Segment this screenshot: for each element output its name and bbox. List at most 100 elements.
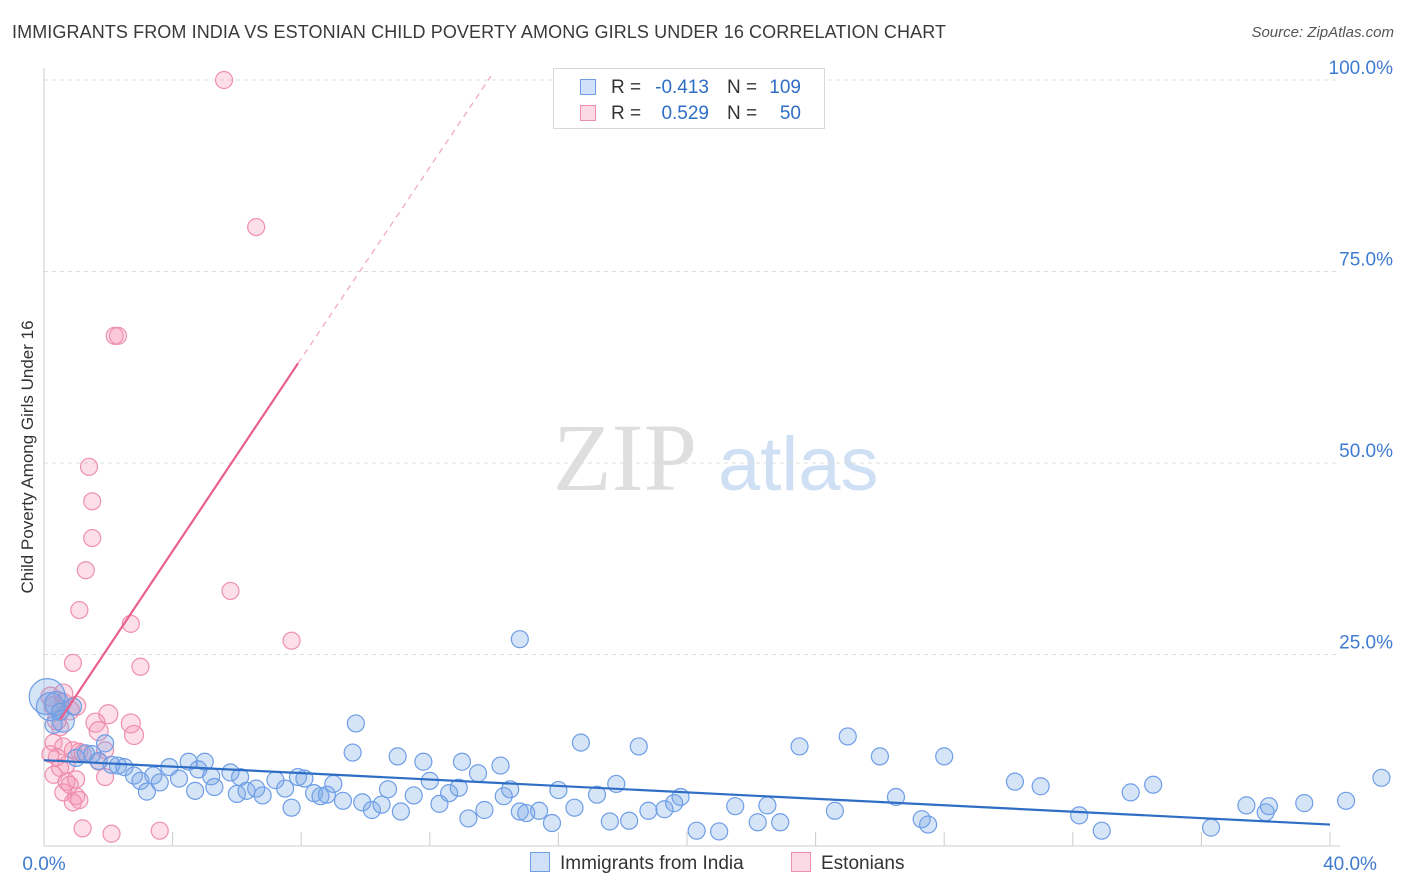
- legend-row-estonians: R = 0.529 N = 50: [554, 100, 824, 126]
- legend-row-india: R = -0.413 N = 109: [554, 74, 824, 100]
- india-point: [620, 811, 639, 830]
- india-point: [414, 752, 433, 771]
- x-ticks: [43, 832, 1331, 846]
- india-point: [108, 756, 128, 775]
- estonian-point: [83, 492, 102, 511]
- india-point: [95, 734, 115, 753]
- estonian-point: [63, 653, 83, 673]
- india-point: [346, 714, 365, 733]
- india-point: [169, 769, 189, 788]
- estonian-point: [247, 217, 266, 237]
- india-point: [1092, 821, 1111, 840]
- india-point: [179, 752, 198, 771]
- india-point: [510, 802, 529, 821]
- india-swatch: [530, 852, 550, 872]
- india-point: [459, 809, 478, 828]
- india-point: [468, 764, 488, 783]
- india-point: [221, 763, 240, 782]
- estonian-point: [88, 720, 109, 742]
- india-point: [67, 748, 86, 768]
- india-point: [530, 801, 549, 820]
- india-point: [186, 781, 205, 800]
- india-point: [491, 756, 510, 775]
- estonian-point: [70, 600, 89, 620]
- chart-title: IMMIGRANTS FROM INDIA VS ESTONIAN CHILD …: [12, 22, 947, 42]
- estonian-point: [221, 581, 240, 601]
- estonian-point: [73, 819, 92, 838]
- india-point: [137, 782, 156, 801]
- estonian-trendline-extension: [297, 75, 492, 364]
- zipatlas-watermark: ZIP atlas: [553, 404, 879, 511]
- legend-n-value: 50: [779, 103, 801, 124]
- x-tick-label: 40.0%: [1323, 854, 1377, 875]
- estonian-point: [108, 326, 128, 345]
- y-tick-label: 100.0%: [1329, 58, 1394, 79]
- india-point: [549, 780, 568, 800]
- y-tick-label: 75.0%: [1339, 250, 1393, 271]
- legend-n-value: 109: [769, 77, 801, 98]
- y-axis-label: Child Poverty Among Girls Under 16: [18, 320, 37, 594]
- legend-n-label: N =: [727, 103, 758, 124]
- india-point: [404, 786, 423, 805]
- estonian-point: [120, 713, 141, 734]
- india-points: [28, 630, 1391, 841]
- india-point: [1070, 806, 1089, 825]
- india-point: [790, 737, 809, 756]
- india-point: [253, 786, 272, 805]
- gridlines: [44, 79, 1340, 655]
- india-point: [771, 813, 790, 832]
- india-point: [935, 747, 954, 766]
- india-point: [639, 801, 658, 820]
- india-point: [1201, 818, 1221, 837]
- watermark-zip: ZIP: [553, 404, 697, 511]
- india-point: [1259, 797, 1279, 816]
- india-point: [452, 752, 472, 771]
- india-point: [687, 821, 706, 840]
- india-point: [51, 709, 75, 733]
- estonian-point: [214, 70, 234, 90]
- india-swatch: [580, 79, 596, 95]
- india-point: [276, 779, 295, 798]
- india-point: [825, 801, 844, 820]
- india-point: [1295, 794, 1314, 813]
- india-point: [50, 702, 70, 722]
- india-point: [510, 630, 529, 649]
- estonian-trendline: [59, 362, 299, 721]
- watermark-atlas: atlas: [718, 422, 879, 507]
- india-point: [353, 793, 372, 812]
- bottom-legend-estonians-label: Estonians: [821, 853, 905, 874]
- india-point: [571, 733, 591, 752]
- india-point: [475, 800, 494, 820]
- india-point: [542, 813, 562, 833]
- india-point: [231, 767, 250, 787]
- y-tick-labels: 25.0% 50.0% 75.0% 100.0%: [1329, 58, 1394, 654]
- estonian-point: [63, 793, 83, 812]
- legend-r-value: 0.529: [661, 103, 709, 124]
- estonian-point: [102, 824, 121, 843]
- india-point: [870, 747, 890, 766]
- estonian-point: [76, 561, 95, 580]
- india-point: [710, 822, 729, 841]
- india-point: [655, 800, 674, 819]
- x-tick-labels: 0.0% 40.0%: [22, 854, 1377, 875]
- estonian-swatch: [580, 105, 596, 121]
- estonian-points: [40, 70, 301, 843]
- legend-n-label: N =: [727, 77, 758, 98]
- india-point: [1031, 777, 1050, 796]
- legend-r-label: R =: [611, 77, 642, 98]
- estonian-point: [282, 631, 301, 650]
- india-point: [1237, 796, 1256, 815]
- estonian-point: [123, 724, 145, 746]
- india-point: [629, 737, 648, 756]
- india-point: [587, 785, 607, 804]
- india-point: [150, 773, 169, 792]
- estonian-point: [44, 733, 63, 752]
- estonian-point: [131, 657, 150, 676]
- india-point: [494, 787, 513, 806]
- trendlines: [43, 75, 1331, 826]
- india-point: [317, 785, 337, 804]
- bottom-legend-india-label: Immigrants from India: [560, 853, 744, 874]
- india-point: [1121, 783, 1140, 802]
- x-tick-label: 0.0%: [22, 854, 65, 875]
